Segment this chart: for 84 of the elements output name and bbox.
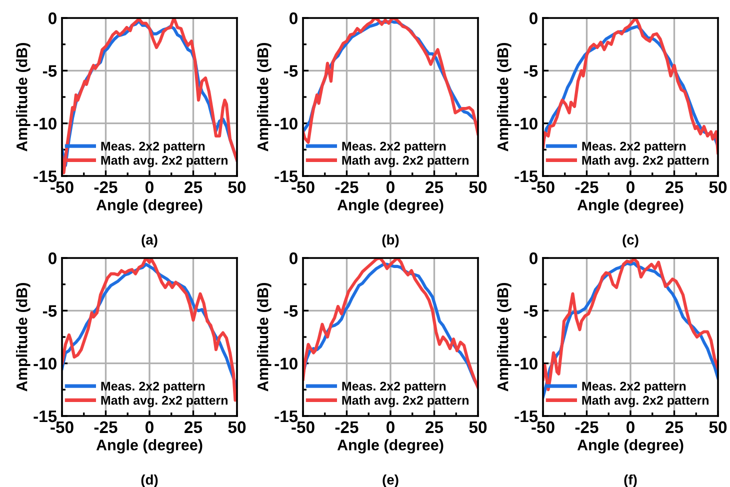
legend-label: Meas. 2x2 pattern <box>582 142 686 154</box>
x-axis-title: Angle (degree) <box>96 439 202 454</box>
x-tick-label: 25 <box>666 421 684 434</box>
legend-label: Meas. 2x2 pattern <box>582 382 686 394</box>
y-tick-label: -10 <box>34 118 56 130</box>
legend-label: Meas. 2x2 pattern <box>342 142 446 154</box>
x-tick-label: -50 <box>532 421 554 434</box>
x-tick-label: -50 <box>50 181 74 194</box>
y-tick-label: 0 <box>290 12 298 24</box>
y-tick-label: -5 <box>42 65 57 77</box>
legend-label: Math avg. 2x2 pattern <box>101 396 228 408</box>
x-tick-label: 25 <box>666 181 684 194</box>
y-tick-label: -15 <box>514 410 538 422</box>
y-tick-label: -10 <box>274 358 298 370</box>
x-tick-label: 25 <box>184 421 202 434</box>
legend-label: Meas. 2x2 pattern <box>342 382 446 394</box>
y-tick-label: 0 <box>48 12 56 24</box>
y-tick-label: -15 <box>514 170 538 182</box>
x-tick-label: 0 <box>626 421 634 434</box>
y-tick-label: -10 <box>274 118 298 130</box>
x-tick-label: 50 <box>228 181 246 194</box>
x-tick-label: -25 <box>575 421 598 434</box>
x-tick-label: -25 <box>575 181 598 194</box>
y-tick-label: -15 <box>34 410 57 422</box>
text: (e) <box>382 474 398 487</box>
x-tick-label: -25 <box>335 181 358 194</box>
x-tick-label: 25 <box>426 181 444 194</box>
x-tick-label: -25 <box>94 181 118 194</box>
x-tick-label: -50 <box>292 421 314 434</box>
y-axis-title: Amplitude (dB) <box>16 43 30 152</box>
legend-label: Math avg. 2x2 pattern <box>582 156 708 168</box>
x-tick-label: 25 <box>426 421 444 434</box>
y-tick-label: 0 <box>48 252 56 264</box>
x-axis-title: Angle (degree) <box>337 439 444 454</box>
y-tick-label: 0 <box>530 12 538 24</box>
x-tick-label: 50 <box>709 181 727 194</box>
text: (f) <box>624 474 637 487</box>
text: (c) <box>622 234 638 248</box>
y-tick-label: -10 <box>514 118 538 130</box>
y-axis-title: Amplitude (dB) <box>257 283 272 392</box>
x-axis-title: Angle (degree) <box>577 199 684 214</box>
text: (a) <box>142 234 158 248</box>
x-tick-label: -50 <box>50 421 74 434</box>
y-tick-label: -5 <box>284 305 298 317</box>
x-tick-label: 50 <box>469 181 487 194</box>
x-axis-title: Angle (degree) <box>577 439 684 454</box>
y-tick-label: -10 <box>34 358 56 370</box>
y-tick-label: -5 <box>284 65 298 77</box>
legend-label: Math avg. 2x2 pattern <box>342 396 468 408</box>
x-tick-label: 0 <box>626 181 634 194</box>
x-tick-label: -25 <box>94 421 118 434</box>
x-tick-label: 0 <box>146 421 154 434</box>
x-tick-label: 0 <box>146 181 154 194</box>
y-axis-title: Amplitude (dB) <box>497 283 512 392</box>
y-axis-title: Amplitude (dB) <box>497 43 512 152</box>
y-axis-title: Amplitude (dB) <box>16 283 30 392</box>
x-tick-label: 0 <box>386 421 394 434</box>
legend-label: Math avg. 2x2 pattern <box>342 156 468 168</box>
x-tick-label: 25 <box>184 181 202 194</box>
legend-label: Meas. 2x2 pattern <box>101 142 205 154</box>
x-axis-title: Angle (degree) <box>337 199 444 214</box>
y-tick-label: -5 <box>524 65 538 77</box>
y-tick-label: -15 <box>274 410 298 422</box>
x-tick-label: 50 <box>709 421 727 434</box>
y-tick-label: 0 <box>530 252 538 264</box>
x-tick-label: 0 <box>386 181 394 194</box>
legend-label: Math avg. 2x2 pattern <box>582 396 708 408</box>
y-axis-title: Amplitude (dB) <box>257 43 272 152</box>
y-tick-label: -15 <box>34 170 57 182</box>
x-tick-label: 50 <box>228 421 246 434</box>
x-axis-title: Angle (degree) <box>96 199 202 214</box>
y-tick-label: -5 <box>524 305 538 317</box>
x-tick-label: 50 <box>469 421 487 434</box>
y-tick-label: -10 <box>514 358 538 370</box>
text: (b) <box>382 234 399 248</box>
legend-label: Math avg. 2x2 pattern <box>101 156 228 168</box>
y-tick-label: 0 <box>290 252 298 264</box>
y-tick-label: -5 <box>42 305 57 317</box>
legend-label: Meas. 2x2 pattern <box>101 382 205 394</box>
x-tick-label: -25 <box>335 421 358 434</box>
x-tick-label: -50 <box>292 181 314 194</box>
x-tick-label: -50 <box>532 181 554 194</box>
text: (d) <box>141 474 158 487</box>
y-tick-label: -15 <box>274 170 298 182</box>
